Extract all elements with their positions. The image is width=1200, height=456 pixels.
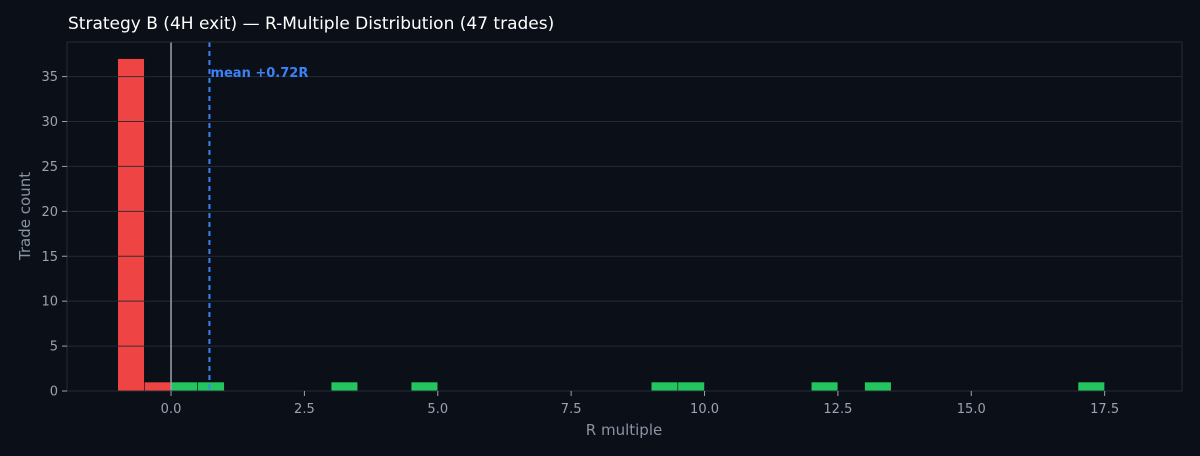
axes: 0.0 2.5 5.0 7.5 10.0 12.5 15.0 17.5 0 5 10 15 20 25 30… [41, 41, 1183, 417]
x-tick-label: 5.0 [427, 402, 448, 417]
histogram-bar [677, 381, 705, 392]
histogram-bar [197, 381, 225, 392]
histogram-bars [117, 58, 1105, 392]
chart-title: Strategy B (4H exit) — R-Multiple Distri… [68, 14, 555, 34]
y-tick-label: 25 [41, 160, 58, 175]
grid-lines [67, 76, 1182, 392]
y-axis-label: Trade count [16, 172, 34, 261]
histogram-bar [117, 58, 145, 392]
x-tick-label: 2.5 [294, 402, 315, 417]
y-tick-label: 30 [41, 115, 58, 130]
x-tick-label: 17.5 [1090, 402, 1119, 417]
y-tick-label: 0 [50, 385, 58, 400]
x-tick-label: 15.0 [957, 402, 986, 417]
x-tick-label: 12.5 [823, 402, 852, 417]
x-tick-label: 10.0 [690, 402, 719, 417]
x-axis-label: R multiple [586, 421, 662, 439]
y-tick-label: 10 [41, 295, 58, 310]
y-tick-label: 20 [41, 205, 58, 220]
histogram-bar [810, 381, 839, 392]
y-tick-label: 15 [41, 250, 58, 265]
reference-lines: mean +0.72R [170, 42, 308, 391]
mean-annotation: mean +0.72R [210, 66, 308, 81]
histogram-bar [330, 381, 359, 392]
y-tick-label: 35 [41, 70, 58, 85]
histogram-bar [410, 381, 439, 392]
histogram-bar [864, 381, 892, 392]
y-tick-label: 5 [50, 340, 58, 355]
histogram-bar [170, 381, 199, 392]
x-tick-label: 7.5 [561, 402, 582, 417]
histogram-bar [1077, 381, 1105, 392]
x-tick-label: 0.0 [161, 402, 182, 417]
histogram-bar [144, 381, 172, 392]
plot-frame [66, 41, 1183, 392]
histogram-bar [650, 381, 679, 392]
